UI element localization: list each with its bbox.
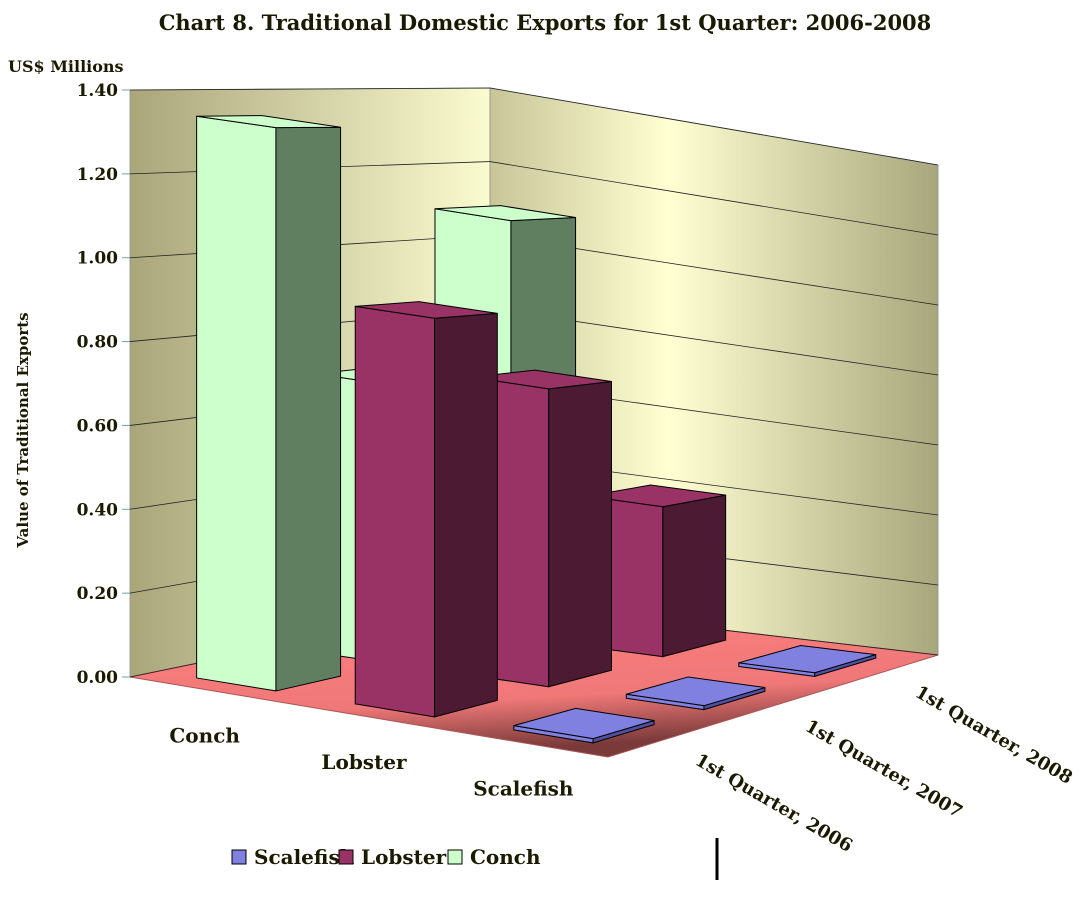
x-tick-label: Lobster [321, 750, 407, 774]
legend-label: Conch [470, 845, 541, 869]
bar-top [355, 301, 498, 319]
y-tick-label: 1.40 [77, 81, 119, 101]
legend-swatch [231, 849, 247, 865]
legend-swatch [447, 849, 463, 865]
grid-line [489, 161, 939, 236]
y-tick-label: 1.00 [77, 249, 119, 269]
bar-top [626, 676, 766, 707]
legend-label: Lobster [361, 845, 447, 869]
bar-top [586, 484, 726, 508]
y-tick-label: 1.20 [77, 165, 119, 185]
bar-front [354, 305, 436, 718]
plot: 0.00 0.20 0.40 0.60 0.80 1.00 1.20 1.40 Conch Lob… [77, 81, 1076, 857]
y-tick-label: 0.00 [77, 668, 119, 688]
bar-top [434, 205, 576, 222]
grid-line [489, 87, 939, 166]
x-tick-label: Conch [169, 723, 240, 747]
bar-side [434, 312, 498, 718]
y-tick-label: 0.60 [77, 416, 119, 436]
y-tick-label: 0.80 [77, 333, 119, 353]
bar-side [662, 494, 727, 658]
legend-label: Scalefish [254, 845, 355, 869]
grid-line [129, 87, 491, 91]
bar-side [548, 380, 612, 688]
y-tick-label: 0.40 [77, 500, 119, 520]
unit-label: US$ Millions [8, 57, 124, 76]
y-tick-label: 0.20 [77, 584, 119, 604]
bar-top [470, 369, 612, 390]
bar-front [196, 115, 277, 692]
legend-swatch [338, 849, 354, 865]
x-tick-label: Scalefish [473, 777, 574, 801]
chart-title: Chart 8. Traditional Domestic Exports fo… [159, 10, 932, 35]
depth-label: 1st Quarter, 2008 [912, 682, 1076, 789]
depth-label: 1st Quarter, 2007 [802, 716, 966, 823]
y-axis-title: Value of Traditional Exports [14, 312, 32, 548]
bar-top [513, 707, 655, 740]
bar-top [738, 645, 876, 674]
bar-side [275, 126, 342, 692]
bar-top [196, 115, 341, 129]
